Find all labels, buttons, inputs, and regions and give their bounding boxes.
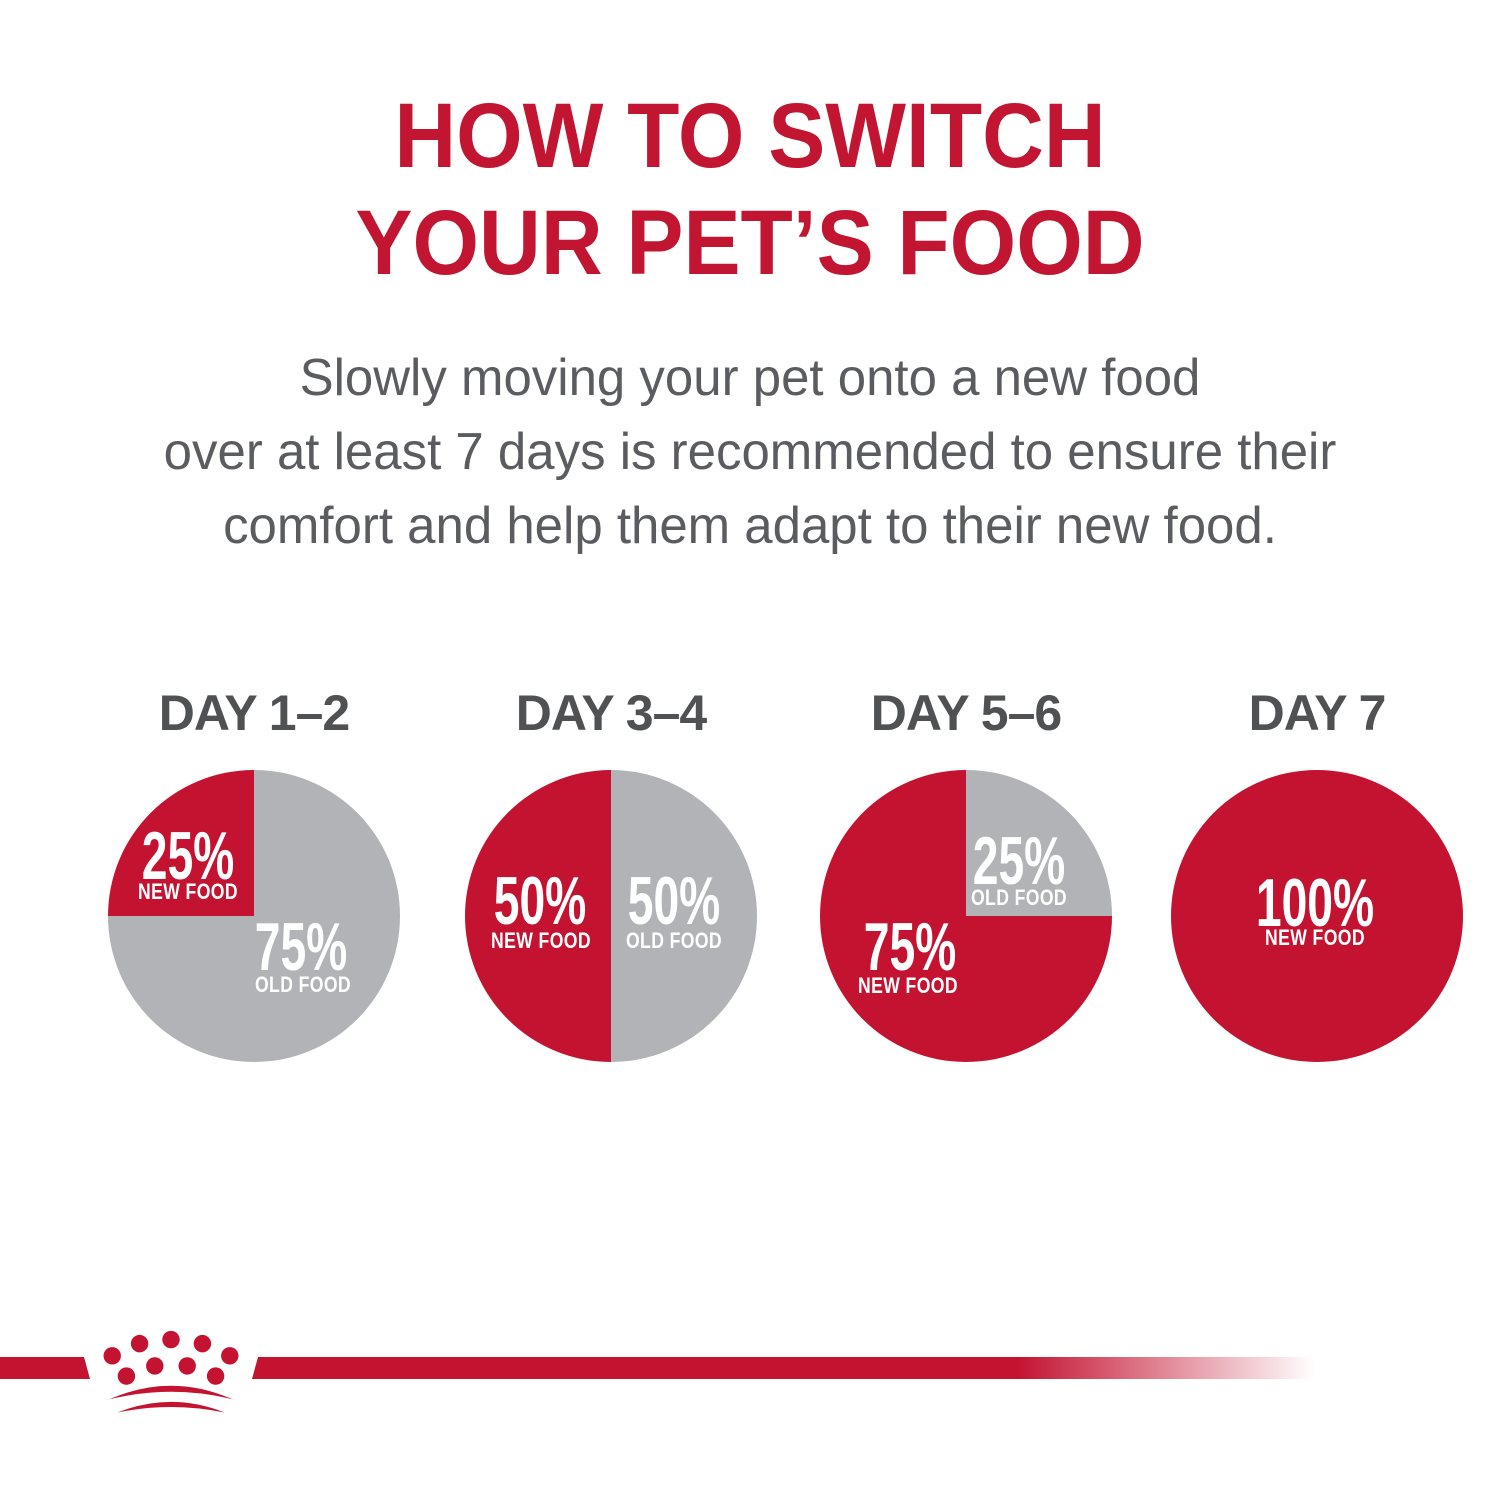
pie3-old-food-label: OLD FOOD: [970, 885, 1068, 910]
pie1-old-food-percent: 75%: [254, 909, 348, 985]
pie1-new-food-label: NEW FOOD: [138, 879, 238, 904]
pie-chart-day-3-4: 50% NEW FOOD 50% OLD FOOD: [465, 770, 757, 1062]
page-title-line-1: HOW TO SWITCH: [394, 85, 1106, 187]
pie-chart-day-5-6: 25% OLD FOOD 75% NEW FOOD: [820, 770, 1112, 1062]
pie3-new-food-percent: 75%: [863, 909, 957, 985]
footer-stripe-left: [0, 1357, 90, 1379]
royal-canin-crown-icon: [103, 1330, 239, 1413]
pie2-new-food-percent: 50%: [493, 863, 587, 939]
pie2-old-food-label: OLD FOOD: [625, 928, 723, 953]
footer-stripe-right: [252, 1357, 1315, 1379]
pie4-new-food-label: NEW FOOD: [1265, 925, 1365, 950]
pie4-new-food-percent: 100%: [1255, 865, 1375, 941]
pie-chart-day-7: 100% NEW FOOD: [1171, 770, 1463, 1062]
pie2-new-food-label: NEW FOOD: [491, 928, 591, 953]
day-label-4: DAY 7: [1248, 685, 1387, 741]
day-label-2: DAY 3–4: [515, 685, 707, 741]
pie3-old-food-percent: 25%: [972, 823, 1066, 899]
intro-line-2: over at least 7 days is recommended to e…: [163, 423, 1337, 481]
day-label-1: DAY 1–2: [158, 685, 350, 741]
intro-paragraph: Slowly moving your pet onto a new food o…: [15, 341, 1485, 563]
pie-chart-day-1-2: 25% NEW FOOD 75% OLD FOOD: [108, 770, 400, 1062]
page-title: HOW TO SWITCH YOUR PET’S FOOD: [53, 83, 1448, 297]
intro-line-1: Slowly moving your pet onto a new food: [299, 349, 1201, 407]
intro-line-3: comfort and help them adapt to their new…: [223, 497, 1277, 555]
pie1-new-food-percent: 25%: [141, 818, 235, 894]
day-label-3: DAY 5–6: [870, 685, 1062, 741]
pie3-new-food-label: NEW FOOD: [858, 973, 958, 998]
pie2-old-food-percent: 50%: [627, 863, 721, 939]
page-title-line-2: YOUR PET’S FOOD: [355, 192, 1145, 294]
pie1-old-food-label: OLD FOOD: [254, 972, 352, 997]
